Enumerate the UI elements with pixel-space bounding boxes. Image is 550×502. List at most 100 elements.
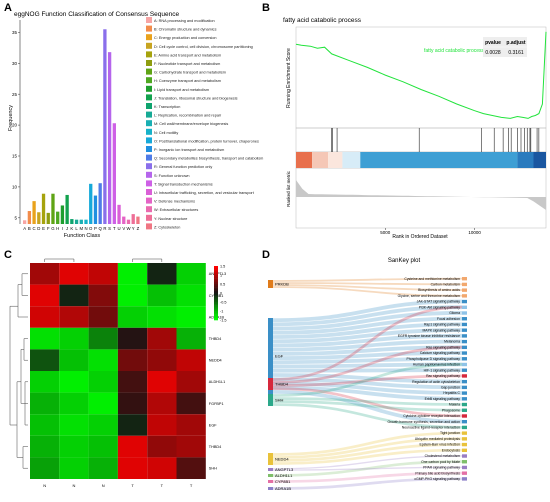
panel-b-xlabel: Rank in Ordered Dataset: [392, 234, 448, 240]
panel-c-row-label: ALDH1L1: [209, 380, 225, 384]
panel-c-scale-step: [214, 296, 218, 299]
panel-a-xtick-label: J: [66, 226, 68, 231]
panel-d-link: [272, 316, 463, 335]
panel-d-target-label: Carbon metabolism: [431, 283, 461, 287]
panel-c-cell: [88, 306, 118, 328]
panel-c-cell: [147, 457, 177, 479]
panel-c-cell: [30, 306, 60, 328]
panel-d-link: [272, 466, 463, 471]
panel-b-colorbar-segment: [296, 152, 313, 168]
panel-a-xtick-label: Q: [99, 226, 103, 231]
panel-d-source-label: ANGPTL3: [275, 467, 294, 472]
panel-a-legend-label: S: Function unknown: [154, 174, 189, 178]
panel-a-legend-swatch: [146, 51, 152, 58]
panel-a-legend-swatch: [146, 171, 152, 178]
panel-c-scale-step: [214, 305, 218, 308]
panel-d-target-label: Phospholipase D signaling pathway: [406, 357, 460, 361]
panel-d-link: [272, 362, 463, 369]
panel-a-xlabel: Function Class: [64, 233, 101, 239]
panel-a-ytick-label: 35: [12, 30, 18, 35]
panel-d-target-node: [462, 454, 467, 458]
panel-a-legend-swatch: [146, 17, 152, 23]
panel-c-cell: [30, 392, 60, 415]
panel-a-xtick-label: U: [117, 226, 120, 231]
panel-d-target-nodes: Cysteine and methionine metabolism Carbon…: [387, 277, 467, 481]
panel-a-ytick-label: 20: [12, 123, 18, 128]
panel-c-scale-step: [214, 300, 218, 303]
panel-c-cell: [59, 306, 89, 328]
panel-d-target-node: [462, 305, 467, 309]
panel-d-link: [272, 387, 463, 418]
panel-d-link: [272, 305, 463, 327]
panel-c-cell: [176, 327, 206, 350]
panel-c-scale-step: [214, 307, 218, 310]
panel-c-scale-label: 1.5: [220, 264, 225, 268]
panel-a-legend-swatch: [146, 68, 152, 75]
panel-c-scale-step: [214, 293, 218, 296]
panel-a-legend-label: A: RNA processing and modification: [154, 19, 215, 23]
panel-a-legend-label: V: Defense mechanisms: [154, 200, 195, 204]
panel-d-target-label: cGMP-PKG signaling pathway: [414, 477, 460, 481]
panel-b-colorbar-segment: [517, 152, 534, 168]
panel-d-target-label: Calcium signaling pathway: [420, 351, 460, 355]
panel-d-target-label: MAPK signaling pathway: [422, 328, 460, 332]
panel-c-column-label: T: [161, 483, 164, 488]
panel-d-target-label: Phagosome: [442, 408, 460, 412]
panel-d-link: [272, 356, 463, 365]
panel-a-ytick-label: 25: [12, 92, 18, 97]
panel-a-legend-label: B: Chromatin structure and dynamics: [154, 28, 217, 32]
panel-d-target-label: Tight junction: [440, 431, 460, 435]
panel-c-cell: [117, 306, 148, 328]
panel-d-target-node: [462, 402, 467, 407]
panel-d-target-node: [462, 431, 467, 435]
panel-b-colorbar-segment: [533, 152, 546, 168]
panel-c-scale-step: [214, 311, 218, 314]
panel-c-scale-step: [214, 298, 218, 301]
panel-b-table-padjust: 0.3161: [508, 50, 524, 56]
panel-d-link: [272, 443, 463, 462]
panel-c-cell: [59, 371, 89, 393]
panel-c-color-scale: 1.5 1 0.5 0 -0.5 -1 -1.5: [214, 264, 227, 322]
panel-c-cell: [88, 435, 118, 458]
panel-b-table-header-pvalue: pvalue: [485, 40, 501, 46]
panel-d-target-node: [462, 465, 467, 470]
panel-d-source-nodes: PRKDB EGF THBD4 SHH NEDD4 ANGPTL3ALDH1L1CYP8B…: [268, 280, 294, 491]
panel-c-row-label: THBD4: [209, 445, 221, 449]
panel-a-title: eggNOG Function Classification of Consen…: [14, 11, 180, 18]
panel-c-cell: [30, 435, 60, 458]
panel-c-scale-step: [214, 267, 218, 270]
panel-a-bar-O: [89, 183, 93, 224]
panel-a-xtick-label: Y: [132, 226, 135, 231]
panel-c-cell: [117, 371, 148, 393]
panel-d-target-label: Human papillomavirus infection: [413, 363, 460, 367]
panel-a-bar-V: [122, 216, 126, 224]
panel-d-link: [272, 299, 463, 323]
panel-a-legend-label: M: Cell wall/membrane/envelope biogenesi…: [154, 122, 228, 126]
panel-d-target-label: Epstein-Barr virus infection: [419, 443, 460, 447]
panel-c-cell: [30, 457, 60, 479]
panel-c-cell: [30, 327, 60, 350]
panel-c-cell: [147, 435, 177, 458]
panel-c-cell: [176, 371, 206, 393]
panel-b-ranked-metric-area: [296, 180, 546, 210]
panel-a-legend-label: J: Translation, ribosomal structure and …: [154, 96, 238, 100]
panel-c-cell: [117, 284, 148, 307]
panel-c-cell: [30, 349, 60, 371]
panel-c: C ANGPTL3CYP8B1ADRA1BTHBD4NEDD4ALDH1L1FG…: [4, 249, 227, 488]
panel-c-cell: [147, 349, 177, 371]
panel-c-scale-step: [214, 273, 218, 276]
panel-d-link: [272, 322, 463, 339]
panel-a-xtick-label: F: [47, 226, 50, 231]
panel-c-scale-step: [214, 285, 218, 288]
panel-d-target-node: [462, 282, 467, 287]
panel-d-link: [272, 339, 463, 352]
panel-c-scale-step: [214, 271, 218, 274]
panel-a-xtick-label: C: [33, 226, 36, 231]
panel-c-cell: [88, 327, 118, 350]
panel-d-source-label: CYP8B1: [275, 479, 291, 484]
panel-c-cell: [176, 263, 206, 285]
panel-a-bar-W: [126, 219, 131, 224]
panel-d-letter: D: [262, 249, 270, 261]
